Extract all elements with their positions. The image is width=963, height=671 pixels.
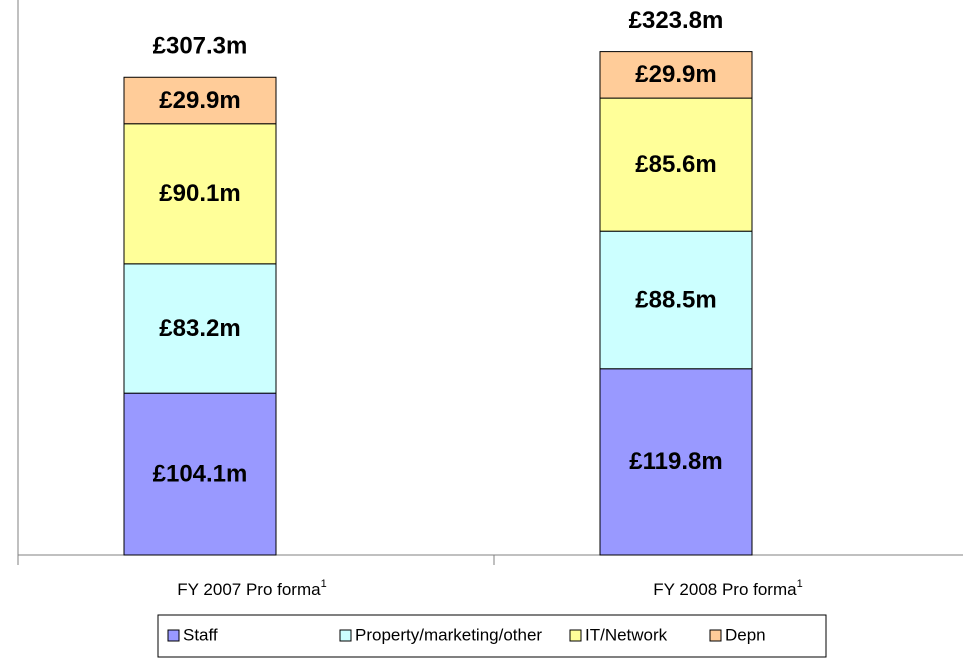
legend-swatch <box>339 629 352 642</box>
bar-segment <box>599 230 753 370</box>
category-name: FY 2008 Pro forma <box>653 580 797 599</box>
value-label: £104.1m <box>153 460 248 487</box>
bar-segment <box>123 392 277 556</box>
value-label: £85.6m <box>635 151 716 178</box>
x-tick-label: FY 2007 Pro forma1 <box>177 578 326 600</box>
value-label: £119.8m <box>629 448 722 475</box>
bar-segment <box>123 76 277 125</box>
category-note: 1 <box>321 578 327 590</box>
bar-segment <box>123 123 277 265</box>
legend-swatch <box>167 629 180 642</box>
value-label: £29.9m <box>635 61 716 88</box>
value-label: £90.1m <box>159 180 240 207</box>
legend-swatch <box>709 629 722 642</box>
bar-segment <box>599 51 753 99</box>
total-label: £307.3m <box>153 33 248 60</box>
value-label: £29.9m <box>159 87 240 114</box>
legend-label: Staff <box>183 625 218 644</box>
value-label: £83.2m <box>159 315 240 342</box>
legend-label: IT/Network <box>585 625 668 644</box>
value-label: £88.5m <box>635 286 716 313</box>
x-tick-label: FY 2008 Pro forma1 <box>653 578 802 600</box>
legend-label: Property/marketing/other <box>355 625 542 644</box>
category-note: 1 <box>797 578 803 590</box>
bar-segment <box>599 97 753 232</box>
total-label: £323.8m <box>629 7 724 34</box>
legend-swatch <box>569 629 582 642</box>
bar-segment <box>599 368 753 556</box>
category-name: FY 2007 Pro forma <box>177 580 321 599</box>
bar-segment <box>123 263 277 394</box>
legend-label: Depn <box>725 625 766 644</box>
